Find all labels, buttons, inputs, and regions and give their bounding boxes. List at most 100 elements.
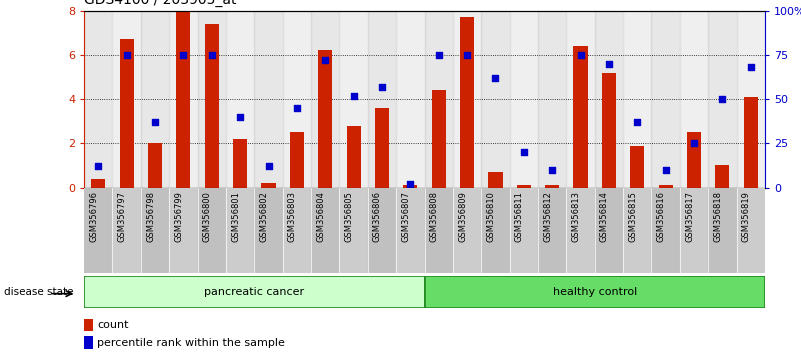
Bar — [489, 172, 502, 188]
Text: GSM356812: GSM356812 — [543, 191, 552, 242]
Bar — [119, 39, 134, 188]
Bar — [453, 11, 481, 188]
Point — [120, 52, 133, 58]
Point — [574, 52, 587, 58]
Text: GSM356819: GSM356819 — [742, 191, 751, 242]
Bar — [623, 11, 651, 188]
Bar — [743, 97, 758, 188]
Bar — [340, 11, 368, 188]
Bar — [233, 139, 248, 188]
Point — [262, 164, 275, 169]
Bar — [566, 188, 594, 273]
Bar — [517, 185, 531, 188]
Point — [319, 57, 332, 63]
Text: GSM356817: GSM356817 — [685, 191, 694, 242]
Bar — [708, 11, 737, 188]
Bar — [396, 11, 425, 188]
Point — [631, 119, 644, 125]
Text: GSM356813: GSM356813 — [572, 191, 581, 242]
Bar — [198, 11, 226, 188]
Bar — [318, 50, 332, 188]
Point — [149, 119, 162, 125]
Point — [716, 96, 729, 102]
Bar — [254, 188, 283, 273]
Bar — [375, 108, 389, 188]
Bar — [538, 188, 566, 273]
Bar — [708, 188, 737, 273]
Text: GSM356802: GSM356802 — [260, 191, 268, 242]
Text: count: count — [97, 320, 128, 330]
Bar — [737, 11, 765, 188]
Bar — [84, 336, 93, 349]
Bar — [481, 11, 509, 188]
Bar — [403, 185, 417, 188]
Bar — [594, 188, 623, 273]
Text: GSM356805: GSM356805 — [344, 191, 353, 242]
Text: GSM356811: GSM356811 — [515, 191, 524, 242]
Point — [376, 84, 388, 90]
FancyBboxPatch shape — [84, 276, 425, 308]
Text: GSM356798: GSM356798 — [146, 191, 155, 242]
Point — [659, 167, 672, 173]
Bar — [91, 179, 106, 188]
Bar — [715, 166, 730, 188]
Bar — [176, 11, 191, 188]
Point — [602, 61, 615, 67]
Bar — [169, 188, 198, 273]
Bar — [368, 188, 396, 273]
Text: GSM356816: GSM356816 — [657, 191, 666, 242]
Bar — [84, 319, 93, 331]
Point — [404, 181, 417, 187]
Bar — [311, 11, 340, 188]
Bar — [574, 46, 588, 188]
Bar — [396, 188, 425, 273]
Bar — [651, 188, 680, 273]
Text: GDS4100 / 203905_at: GDS4100 / 203905_at — [84, 0, 236, 7]
Bar — [460, 17, 474, 188]
Point — [205, 52, 218, 58]
Bar — [425, 188, 453, 273]
Text: GSM356809: GSM356809 — [458, 191, 467, 242]
Text: GSM356801: GSM356801 — [231, 191, 240, 242]
Bar — [340, 188, 368, 273]
Bar — [509, 188, 538, 273]
Bar — [630, 145, 644, 188]
Text: GSM356810: GSM356810 — [486, 191, 496, 242]
Bar — [566, 11, 594, 188]
Point — [517, 149, 530, 155]
Bar — [545, 185, 559, 188]
Bar — [658, 185, 673, 188]
Bar — [623, 188, 651, 273]
Bar — [226, 188, 255, 273]
Bar — [594, 11, 623, 188]
Text: GSM356796: GSM356796 — [89, 191, 99, 242]
Bar — [368, 11, 396, 188]
Text: GSM356799: GSM356799 — [175, 191, 183, 242]
Bar — [205, 24, 219, 188]
Text: pancreatic cancer: pancreatic cancer — [204, 287, 304, 297]
Bar — [680, 188, 708, 273]
Bar — [311, 188, 340, 273]
Text: percentile rank within the sample: percentile rank within the sample — [97, 338, 285, 348]
Point — [461, 52, 473, 58]
Text: GSM356807: GSM356807 — [401, 191, 410, 242]
FancyBboxPatch shape — [425, 276, 765, 308]
Text: GSM356800: GSM356800 — [203, 191, 211, 242]
Bar — [453, 188, 481, 273]
Point — [687, 141, 700, 146]
Bar — [538, 11, 566, 188]
Bar — [283, 11, 311, 188]
Text: GSM356808: GSM356808 — [429, 191, 439, 242]
Point — [489, 75, 502, 81]
Bar — [141, 11, 169, 188]
Bar — [283, 188, 311, 273]
Text: healthy control: healthy control — [553, 287, 637, 297]
Bar — [737, 188, 765, 273]
Text: GSM356797: GSM356797 — [118, 191, 127, 242]
Bar — [687, 132, 701, 188]
Bar — [84, 188, 112, 273]
Text: GSM356806: GSM356806 — [373, 191, 382, 242]
Bar — [254, 11, 283, 188]
Text: GSM356814: GSM356814 — [600, 191, 609, 242]
Point — [291, 105, 304, 111]
